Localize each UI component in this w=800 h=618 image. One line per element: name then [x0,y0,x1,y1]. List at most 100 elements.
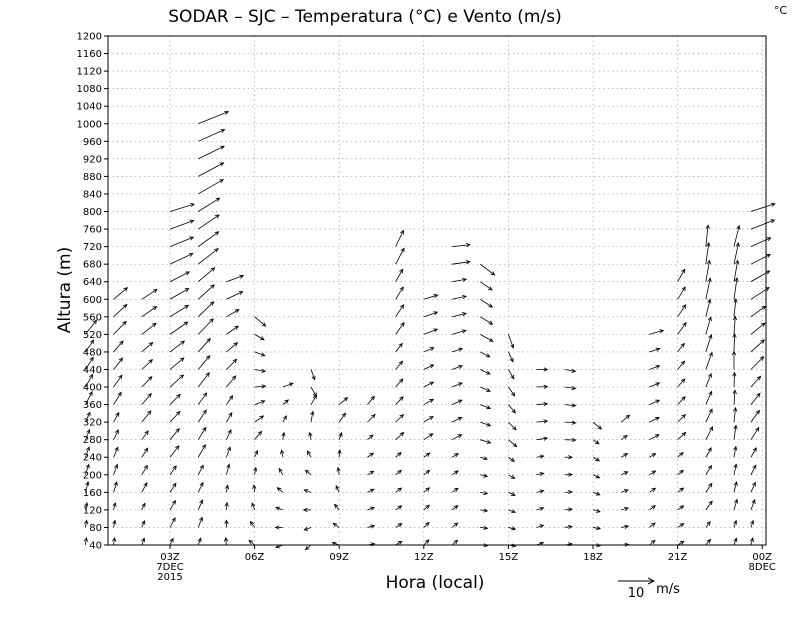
wind-vector-head [215,197,221,202]
wind-vector-shaft [621,471,628,476]
wind-vector-head [425,452,431,457]
wind-vector [282,415,287,423]
wind-vector-shaft [677,396,686,405]
wind-vector-head [483,491,489,496]
wind-vector [275,506,283,511]
wind-vector [197,481,204,493]
wind-vector-head [596,526,601,531]
wind-vector-shaft [480,421,491,427]
wind-vector [169,219,195,230]
wind-vector-shaft [705,334,712,353]
wind-vector [226,291,244,300]
wind-vector [705,447,712,458]
wind-vector-head [248,539,254,545]
wind-vector-head [734,276,739,282]
wind-vector-head [433,328,439,333]
wind-vector [197,372,210,388]
wind-vector-shaft [480,404,491,409]
wind-vector-shaft [705,409,713,423]
y-tick-label: 400 [83,383,102,394]
wind-vector-shaft [750,537,754,546]
wind-vector-shaft [423,399,434,405]
wind-vector-head [756,392,761,398]
wind-vector [248,539,255,546]
wind-vector-shaft [226,325,239,335]
wind-vector-shaft [226,485,229,493]
wind-vector [254,449,259,458]
wind-vector-shaft [649,470,656,476]
wind-vector-shaft [254,369,266,372]
wind-vector [592,474,601,479]
wind-vector [310,394,317,405]
wind-vector-head [458,347,464,352]
wind-vector [423,504,430,511]
y-tick-label: 240 [83,453,102,464]
wind-vector [395,487,403,493]
wind-vector [395,286,404,300]
wind-vector [367,452,375,458]
wind-vector-head [457,434,463,439]
wind-vector-shaft [85,412,91,423]
wind-vector [451,277,468,283]
wind-vector-shaft [225,537,227,546]
wind-vector-shaft [536,455,544,458]
wind-vector-head [113,481,118,487]
wind-vector [423,311,439,318]
wind-vector-shaft [451,399,463,405]
wind-vector-shaft [620,414,630,423]
wind-vector [84,501,89,510]
wind-vector-head [122,303,128,309]
wind-vector-head [679,523,685,528]
wind-vector [564,437,577,443]
wind-vector-shaft [254,431,262,440]
wind-vector-head [398,342,403,348]
wind-vector-head [596,543,602,548]
wind-vector-shaft [649,522,656,528]
wind-vector [141,464,148,475]
wind-vector-head [118,357,124,363]
wind-vector [705,259,712,282]
wind-vector-head [232,358,238,364]
wind-vector-shaft [367,452,374,458]
wind-vector-head [85,481,90,486]
wind-vector-shaft [85,339,94,353]
wind-vector-head [707,464,713,470]
wind-vector-head [337,449,342,454]
wind-vector-shaft [307,450,312,458]
wind-vector-shaft [226,359,237,370]
wind-vector-head [171,499,176,505]
wind-vector-shaft [423,504,430,511]
wind-vector [423,347,435,353]
wind-vector-head [83,536,89,542]
wind-vector-shaft [395,414,404,423]
wind-vector-head [752,464,757,470]
wind-vector-head [278,467,283,473]
wind-vector-head [84,501,89,507]
wind-vector [141,430,149,440]
wind-vector [197,318,214,335]
wind-vector-head [539,541,545,546]
wind-vector-head [571,385,577,391]
wind-vector-head [425,504,430,510]
y-axis-ticks: 40 80 120 160 200 240 280 320 360 400 440 480 520 560… [77,32,108,552]
wind-vector [112,536,117,546]
wind-vector [705,538,712,546]
wind-vector-head [147,376,153,381]
wind-vector-shaft [141,520,145,528]
wind-vector [141,481,148,493]
y-tick-label: 480 [83,347,102,358]
wind-vector-shaft [423,539,430,546]
wind-vector-shaft [508,509,516,513]
wind-vector-head [735,242,740,248]
wind-vector-head [512,425,517,431]
wind-vector-shaft [733,333,736,352]
wind-vector [367,413,376,423]
wind-vector-shaft [621,525,629,528]
wind-vector [479,263,496,276]
wind-vector-shaft [750,219,775,230]
wind-vector-shaft [254,450,259,458]
wind-vector-head [453,522,459,527]
wind-vector-shaft [253,485,255,493]
wind-vector [197,464,204,475]
wind-vector [303,489,312,494]
